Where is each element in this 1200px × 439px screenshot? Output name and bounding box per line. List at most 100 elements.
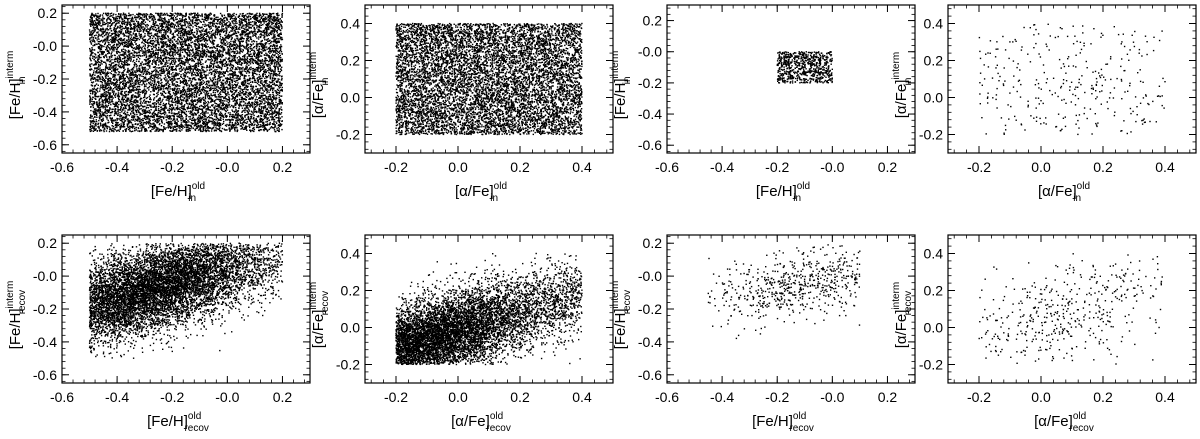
data-point — [204, 41, 205, 42]
data-point — [269, 16, 270, 17]
data-point — [209, 69, 210, 70]
data-point — [233, 20, 234, 21]
data-point — [235, 40, 236, 41]
data-point — [222, 91, 223, 92]
data-point — [108, 17, 109, 18]
data-point — [97, 52, 98, 53]
data-point — [125, 16, 126, 17]
data-point — [268, 69, 269, 70]
data-point — [129, 99, 130, 100]
data-point — [129, 130, 130, 131]
data-point — [177, 98, 178, 99]
data-point — [116, 23, 117, 24]
data-point — [276, 123, 277, 124]
data-point — [205, 42, 206, 43]
data-point — [150, 91, 151, 92]
data-point — [146, 72, 147, 73]
data-point — [214, 70, 215, 71]
data-point — [118, 55, 119, 56]
data-point — [234, 130, 235, 131]
data-point — [134, 130, 135, 131]
data-point — [236, 80, 237, 81]
data-point — [175, 59, 176, 60]
data-point — [115, 30, 116, 31]
data-point — [203, 28, 204, 29]
data-point — [240, 13, 241, 14]
data-point — [158, 131, 159, 132]
data-point — [266, 101, 267, 102]
data-point — [252, 21, 253, 22]
data-point — [273, 102, 274, 103]
data-point — [96, 90, 97, 91]
data-point — [214, 69, 215, 70]
data-point — [272, 48, 273, 49]
data-point — [186, 111, 187, 112]
data-point — [222, 96, 223, 97]
data-point — [188, 130, 189, 131]
data-point — [202, 19, 203, 20]
data-point — [138, 74, 139, 75]
data-point — [182, 17, 183, 18]
data-point — [94, 75, 95, 76]
data-point — [130, 38, 131, 39]
data-point — [110, 13, 111, 14]
data-point — [246, 21, 247, 22]
data-point — [141, 24, 142, 25]
data-point — [277, 78, 278, 79]
data-point — [208, 93, 209, 94]
data-point — [110, 44, 111, 45]
data-point — [230, 25, 231, 26]
data-point — [279, 73, 280, 74]
data-point — [198, 129, 199, 130]
data-point — [168, 123, 169, 124]
data-point — [207, 74, 208, 75]
data-point — [94, 124, 95, 125]
data-point — [119, 52, 120, 53]
data-point — [198, 52, 199, 53]
data-point — [204, 33, 205, 34]
data-point — [270, 25, 271, 26]
data-point — [281, 129, 282, 130]
data-point — [173, 92, 174, 93]
data-point — [109, 107, 110, 108]
data-point — [193, 92, 194, 93]
data-point — [235, 27, 236, 28]
data-point — [172, 58, 173, 59]
data-point — [155, 57, 156, 58]
data-point — [156, 84, 157, 85]
data-point — [227, 71, 228, 72]
data-point — [126, 99, 127, 100]
data-point — [266, 83, 267, 84]
data-point — [117, 44, 118, 45]
data-point — [112, 49, 113, 50]
data-point — [91, 30, 92, 31]
data-point — [192, 79, 193, 80]
data-point — [91, 37, 92, 38]
data-point — [177, 78, 178, 79]
data-point — [109, 131, 110, 132]
data-point — [198, 71, 199, 72]
data-point — [146, 60, 147, 61]
data-point — [90, 42, 91, 43]
data-point — [275, 102, 276, 103]
data-point — [187, 83, 188, 84]
data-point — [149, 78, 150, 79]
data-point — [123, 68, 124, 69]
data-point — [165, 80, 166, 81]
data-point — [266, 21, 267, 22]
data-point — [279, 91, 280, 92]
data-point — [268, 72, 269, 73]
data-point — [127, 43, 128, 44]
data-point — [217, 125, 218, 126]
data-point — [161, 125, 162, 126]
data-point — [215, 81, 216, 82]
data-point — [163, 54, 164, 55]
data-point — [269, 43, 270, 44]
data-point — [94, 117, 95, 118]
data-point — [273, 38, 274, 39]
data-point — [171, 40, 172, 41]
data-point — [113, 67, 114, 68]
data-point — [250, 82, 251, 83]
data-point — [270, 94, 271, 95]
data-point — [119, 72, 120, 73]
